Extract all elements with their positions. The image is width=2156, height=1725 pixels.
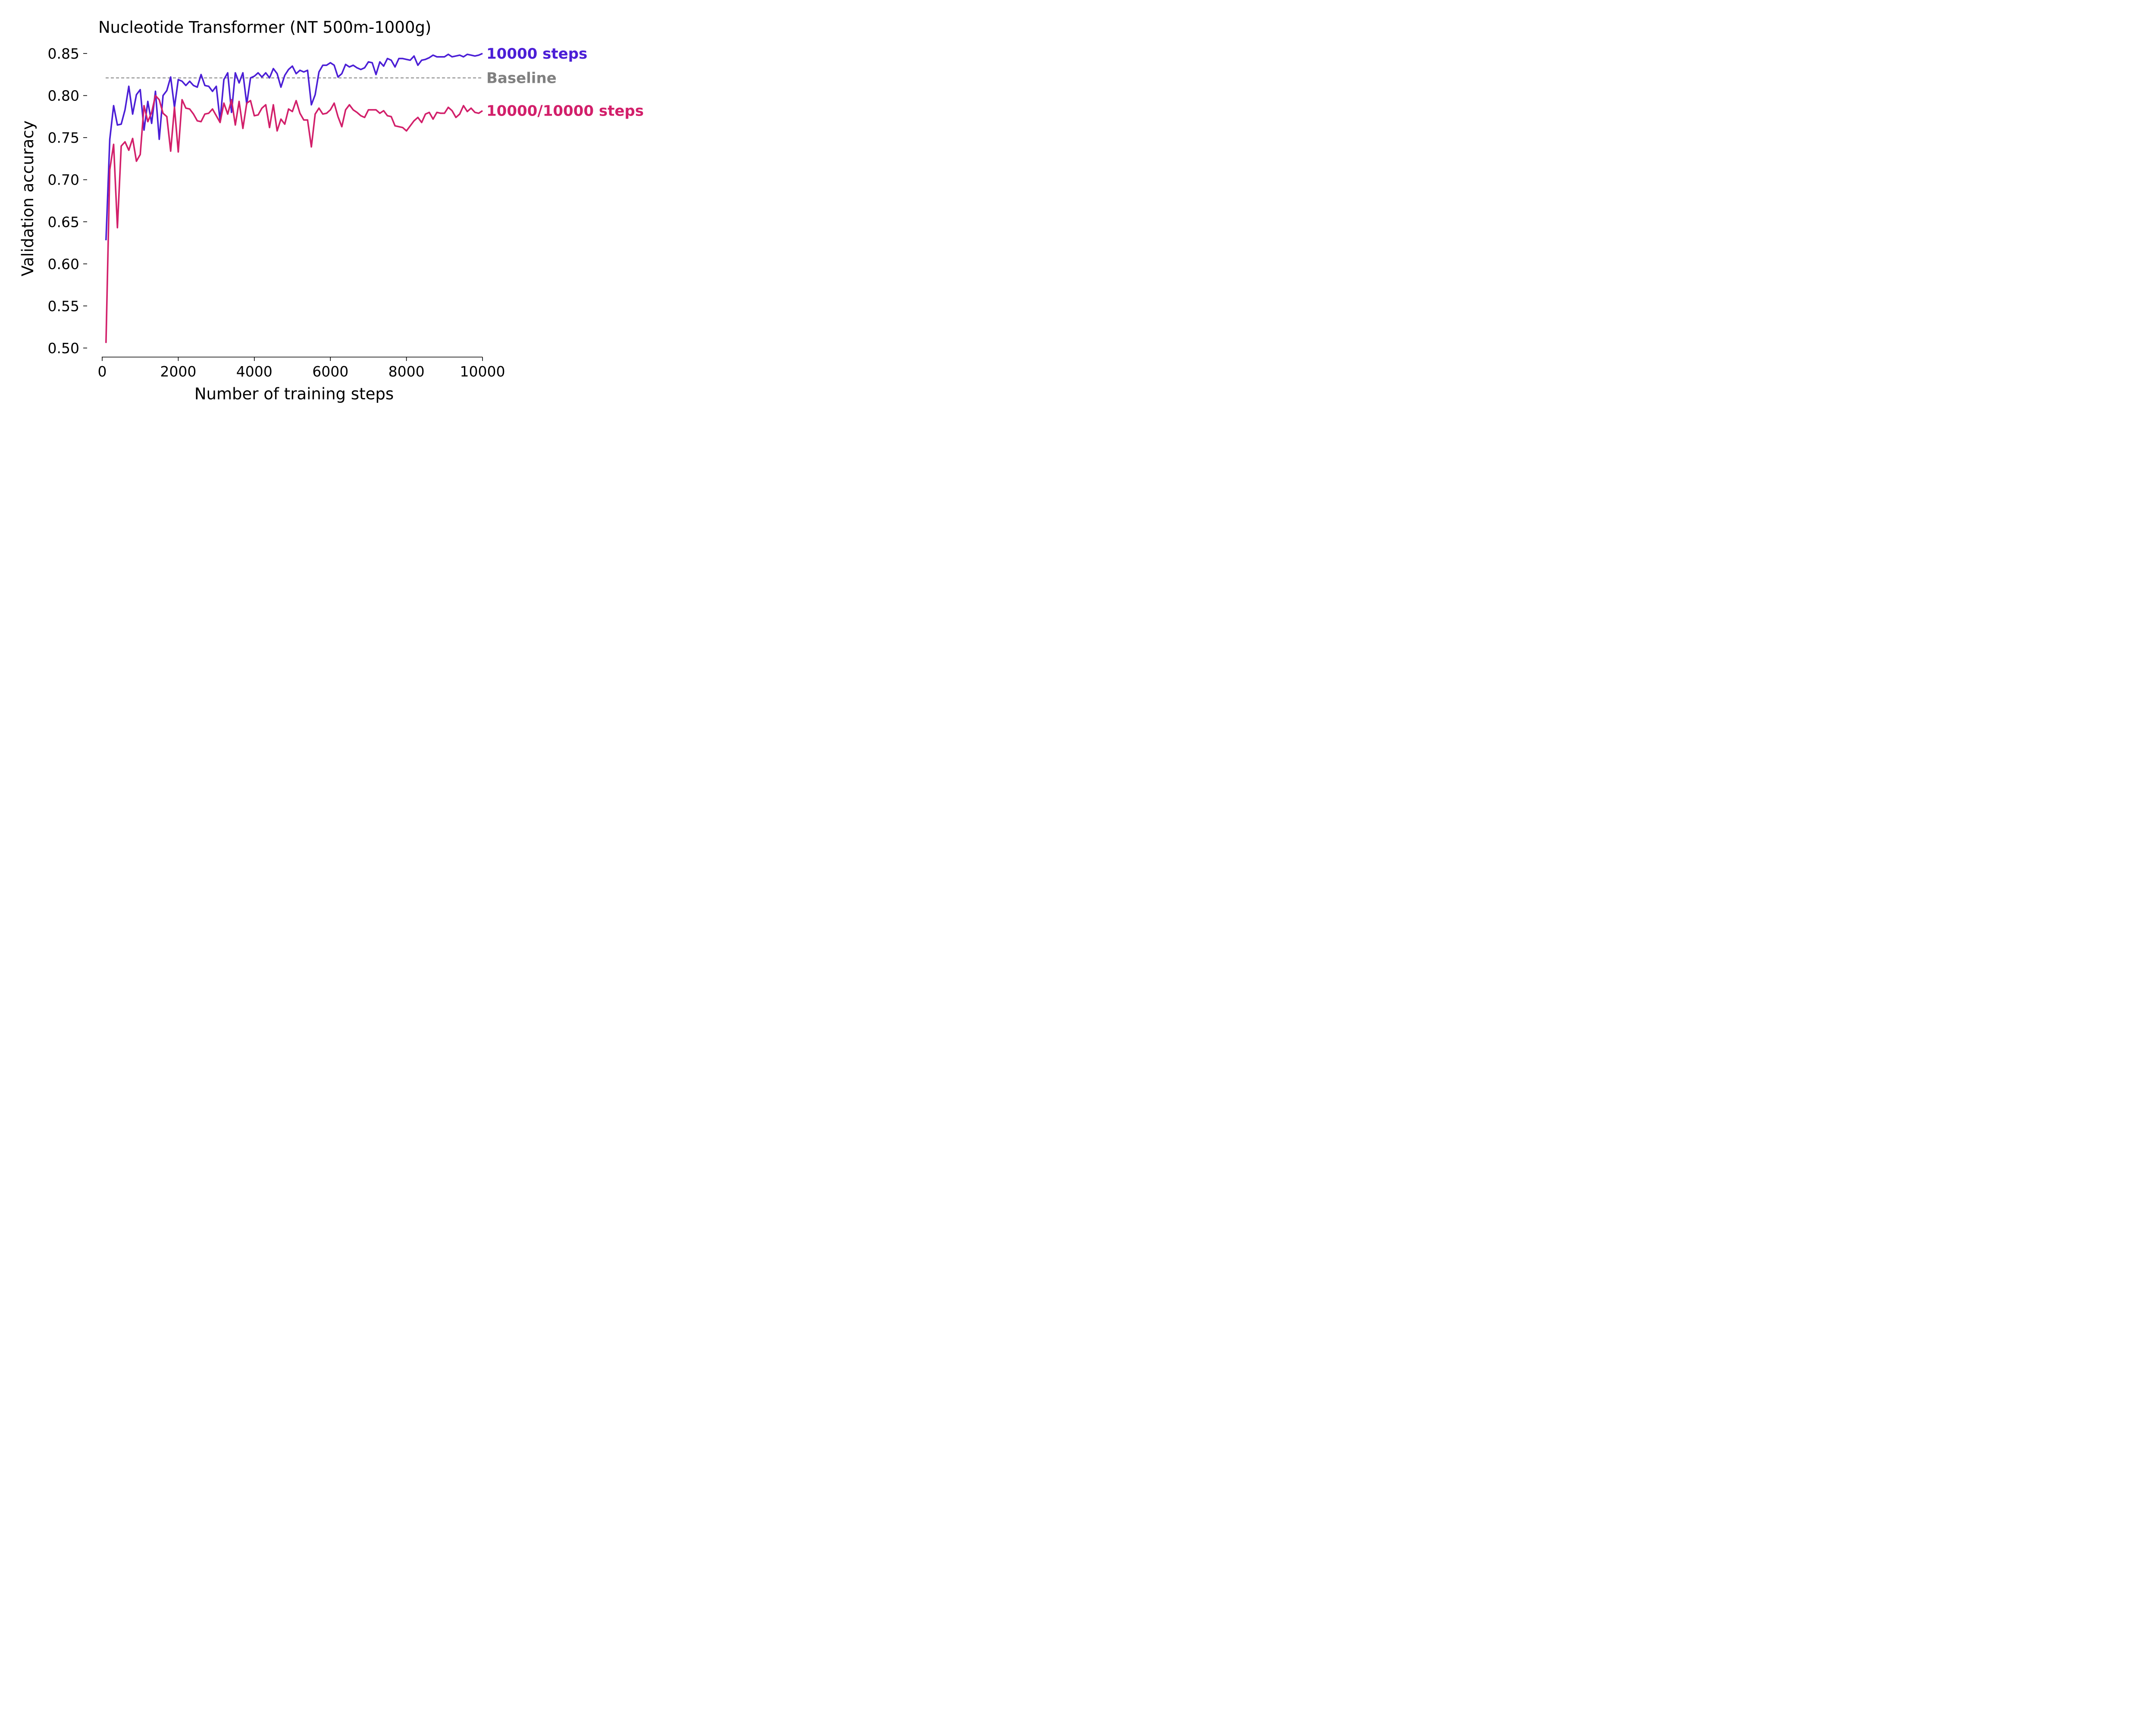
y-tick-label: 0.60 [48, 256, 79, 273]
y-tick-label: 0.65 [48, 213, 79, 230]
chart-title: Nucleotide Transformer (NT 500m-1000g) [98, 18, 431, 37]
y-tick-label: 0.55 [48, 298, 79, 314]
series-lines [105, 53, 483, 343]
series-label-2: 10000/10000 steps [486, 103, 644, 120]
series-label-1: 10000 steps [486, 45, 587, 63]
y-axis-ticks: 0.50 0.55 0.60 0.65 0.70 0.75 0.80 0.85 [48, 45, 87, 357]
baseline-label: Baseline [486, 70, 557, 87]
x-tick-label: 6000 [312, 363, 348, 380]
chart: Nucleotide Transformer (NT 500m-1000g) V… [19, 18, 644, 403]
y-tick-label: 0.85 [48, 45, 79, 62]
y-tick-label: 0.50 [48, 340, 79, 357]
x-tick-label: 10000 [460, 363, 505, 380]
x-tick-label: 4000 [236, 363, 273, 380]
series-end-labels: Baseline 10000 steps 10000/10000 steps [486, 45, 644, 120]
series-line-1 [105, 53, 483, 241]
x-axis-label: Number of training steps [194, 385, 394, 403]
x-axis-ticks: 0 2000 4000 6000 8000 10000 [98, 357, 505, 380]
x-tick-label: 2000 [160, 363, 196, 380]
x-tick-label: 8000 [389, 363, 425, 380]
y-tick-label: 0.70 [48, 172, 79, 188]
y-axis-label: Validation accuracy [19, 120, 37, 276]
x-tick-label: 0 [98, 363, 107, 380]
y-tick-label: 0.80 [48, 88, 79, 104]
y-tick-label: 0.75 [48, 129, 79, 146]
series-line-2 [105, 94, 483, 343]
